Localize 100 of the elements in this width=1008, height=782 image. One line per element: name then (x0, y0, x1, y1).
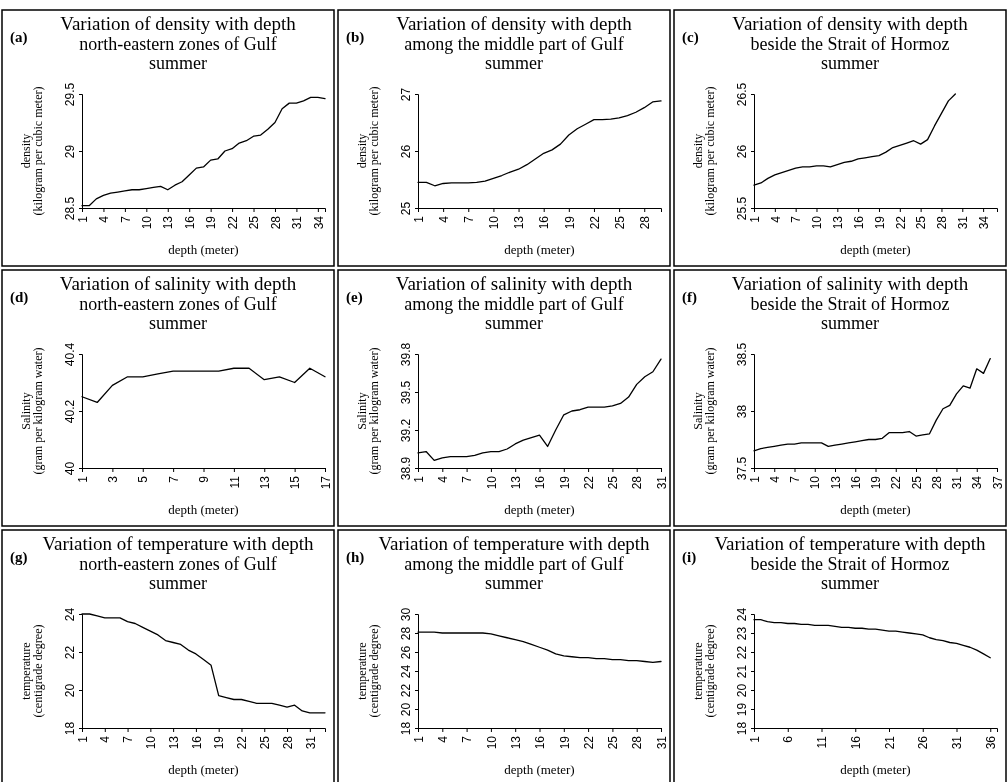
x-tick-label: 4 (436, 475, 450, 483)
x-tick-label: 28 (637, 215, 652, 230)
chart-title: Variation of temperature with depth (378, 533, 651, 554)
x-tick-label: 37 (990, 475, 1005, 490)
x-tick-label: 16 (848, 475, 863, 490)
y-tick-label: 24 (63, 607, 77, 622)
x-tick-label: 31 (950, 475, 965, 490)
text: (g) (10, 549, 28, 566)
y-tick-label: 40.4 (63, 342, 77, 367)
x-tick-label: 28 (929, 475, 944, 490)
y-axis-title: density (kilogram per cubic meter) (355, 86, 381, 216)
y-axis-title: temperature (centigrade degree) (355, 624, 381, 718)
y-tick-label: 38.5 (735, 342, 749, 367)
x-tick-label: 10 (484, 475, 499, 490)
y-tick-label: 20 (63, 683, 77, 698)
x-tick-label: 7 (121, 735, 136, 743)
chart-title: Variation of salinity with depth (395, 273, 633, 294)
x-tick-label: 7 (166, 475, 181, 483)
x-tick-label: 6 (781, 735, 796, 743)
x-tick-label: 25 (257, 735, 272, 750)
x-tick-label: 1 (411, 735, 426, 743)
y-tick-label: 24 (399, 664, 413, 679)
y-tick-label: 26 (399, 144, 413, 159)
x-tick-label: 16 (189, 735, 204, 750)
chart-subtitle: beside the Strait of Hormoz summer (750, 294, 950, 333)
x-tick-label: 13 (508, 735, 523, 750)
x-tick-label: 4 (767, 475, 782, 483)
y-tick-label: 18 (399, 721, 413, 736)
x-tick-label: 10 (810, 215, 825, 230)
x-axis-title: depth (meter) (840, 242, 911, 257)
x-tick-label: 21 (882, 735, 897, 750)
x-tick-label: 36 (983, 735, 998, 750)
chart-title: Variation of density with depth (396, 13, 633, 34)
y-tick-label: 22 (735, 645, 749, 660)
x-tick-label: 19 (557, 475, 572, 490)
y-axis-title: density (kilogram per cubic meter) (691, 86, 717, 216)
x-tick-label: 15 (288, 475, 303, 490)
chart-title: Variation of density with depth (732, 13, 969, 34)
x-tick-label: 7 (118, 215, 133, 223)
y-tick-label: 40 (63, 461, 77, 476)
x-axis-title: depth (meter) (168, 762, 239, 777)
x-tick-label: 16 (537, 215, 552, 230)
x-tick-label: 1 (747, 735, 762, 743)
x-tick-label: 31 (654, 735, 669, 750)
x-tick-label: 31 (950, 735, 965, 750)
x-tick-label: 19 (212, 735, 227, 750)
y-tick-label: 25.5 (735, 196, 749, 221)
text: (a) (10, 29, 28, 46)
x-tick-label: 31 (290, 215, 305, 230)
x-tick-label: 4 (97, 215, 112, 223)
x-tick-label: 28 (935, 215, 950, 230)
y-tick-label: 30 (399, 607, 413, 622)
x-tick-label: 5 (136, 475, 151, 483)
x-tick-label: 1 (411, 215, 426, 223)
y-tick-label: 24 (735, 607, 749, 622)
text: (f) (682, 289, 697, 306)
x-tick-label: 16 (848, 735, 863, 750)
x-axis-title: depth (meter) (840, 502, 911, 517)
y-tick-label: 18 (735, 721, 749, 736)
x-tick-label: 4 (436, 215, 451, 223)
x-tick-label: 16 (533, 735, 548, 750)
chart-title: Variation of density with depth (60, 13, 297, 34)
x-tick-label: 17 (318, 475, 333, 490)
x-axis-title: depth (meter) (168, 242, 239, 257)
y-tick-label: 19 (735, 702, 749, 717)
x-tick-label: 16 (533, 475, 548, 490)
x-axis-title: depth (meter) (504, 502, 575, 517)
chart-subtitle: north-eastern zones of Gulf summer (79, 294, 277, 333)
y-tick-label: 26 (399, 645, 413, 660)
y-tick-label: 22 (399, 683, 413, 698)
y-axis-title: Salinity (gram per kilogram water) (19, 347, 45, 475)
y-tick-label: 39.5 (399, 380, 413, 405)
x-tick-label: 1 (747, 215, 762, 223)
y-axis-title: temperature (centigrade degree) (19, 624, 45, 718)
x-tick-label: 13 (257, 475, 272, 490)
x-tick-label: 19 (557, 735, 572, 750)
y-tick-label: 20 (735, 683, 749, 698)
chart-subtitle: north-eastern zones of Gulf summer (79, 34, 277, 73)
x-tick-label: 25 (247, 215, 262, 230)
x-tick-label: 22 (581, 735, 596, 750)
x-tick-label: 4 (98, 735, 113, 743)
y-axis-title: Salinity (gram per kilogram water) (691, 347, 717, 475)
text: (d) (10, 289, 29, 306)
x-tick-label: 31 (654, 475, 669, 490)
x-tick-label: 7 (788, 475, 803, 483)
x-tick-label: 28 (630, 735, 645, 750)
x-tick-label: 34 (976, 215, 991, 230)
x-tick-label: 22 (581, 475, 596, 490)
chart-subtitle: among the middle part of Gulf summer (404, 294, 624, 333)
y-tick-label: 18 (63, 721, 77, 736)
chart-title: Variation of salinity with depth (59, 273, 297, 294)
x-tick-label: 31 (955, 215, 970, 230)
x-tick-label: 25 (606, 475, 621, 490)
chart-title: Variation of temperature with depth (714, 533, 987, 554)
x-tick-label: 19 (562, 215, 577, 230)
chart-subtitle: beside the Strait of Hormoz summer (750, 34, 950, 73)
x-tick-label: 28 (268, 215, 283, 230)
x-tick-label: 7 (460, 735, 475, 743)
chart-title: Variation of salinity with depth (731, 273, 969, 294)
x-tick-label: 22 (889, 475, 904, 490)
